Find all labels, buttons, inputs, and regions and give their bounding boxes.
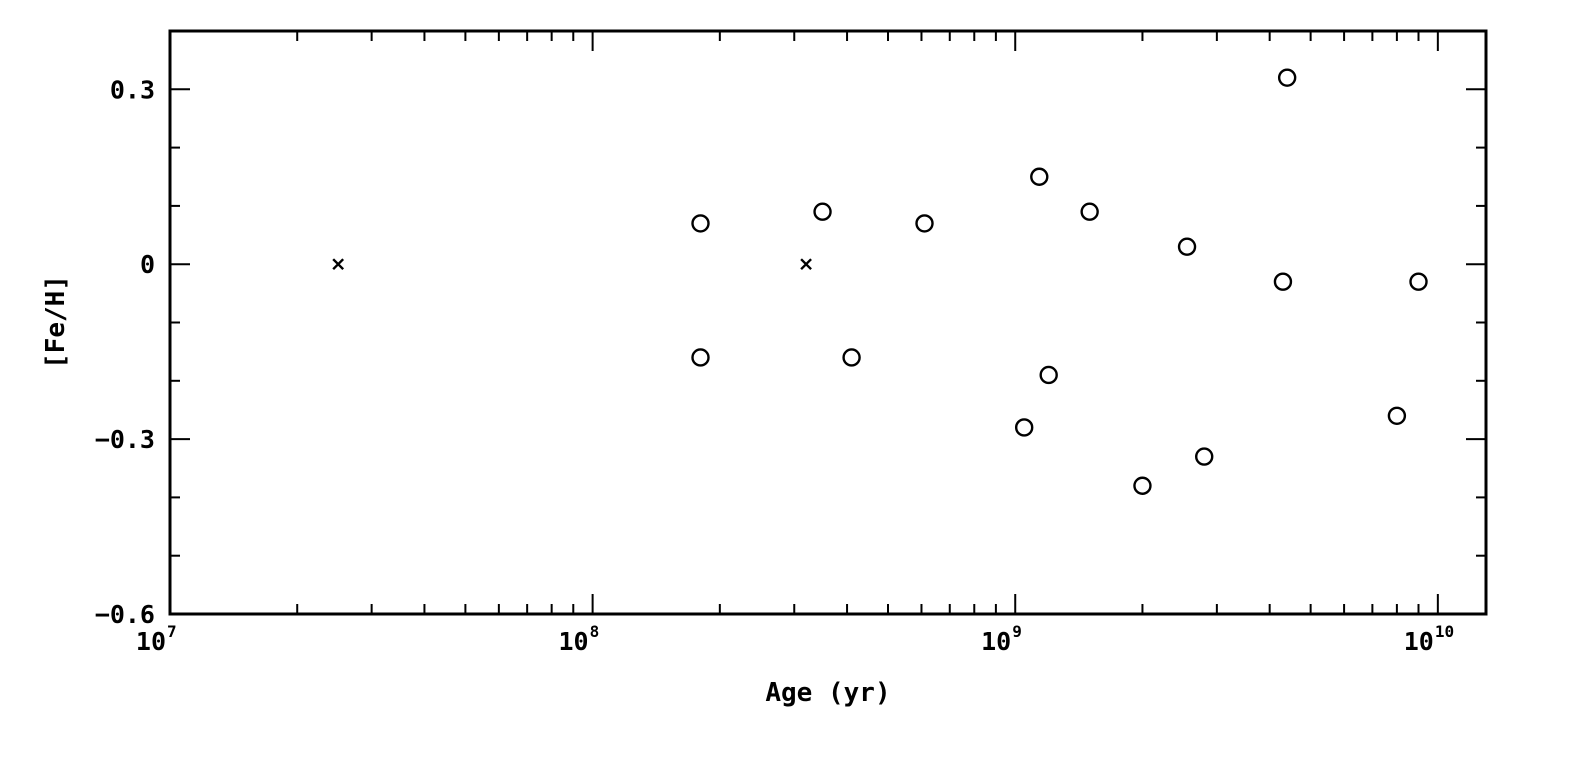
y-tick-label: −0.6 bbox=[95, 600, 155, 629]
x-tick-label: 10 9 bbox=[981, 622, 1022, 656]
circle-marker bbox=[1030, 167, 1049, 186]
x-tick-label: 10 7 bbox=[136, 622, 177, 656]
cross-marker-stroke bbox=[800, 258, 812, 271]
circle-marker bbox=[691, 348, 710, 367]
circle-marker bbox=[915, 214, 934, 233]
cross-marker bbox=[800, 258, 812, 271]
x-tick-label-base: 10 bbox=[981, 627, 1011, 656]
circle-marker bbox=[842, 348, 861, 367]
y-tick-labels: 0.3 0 −0.3 −0.6 bbox=[95, 75, 155, 629]
plot-frame bbox=[168, 29, 1488, 616]
circle-marker bbox=[1387, 406, 1407, 425]
y-tick-label: 0 bbox=[140, 250, 155, 279]
x-tick-label-exponent: 8 bbox=[590, 622, 600, 641]
data-points bbox=[332, 68, 1428, 495]
y-tick-label: −0.3 bbox=[95, 425, 155, 454]
circle-marker bbox=[1409, 272, 1428, 291]
x-tick-label: 10 10 bbox=[1404, 622, 1454, 656]
circle-marker bbox=[1080, 202, 1099, 221]
x-tick-label-exponent: 9 bbox=[1012, 622, 1022, 641]
circle-marker bbox=[1014, 418, 1034, 437]
circle-marker bbox=[1273, 272, 1293, 291]
y-tick-label: 0.3 bbox=[110, 75, 155, 104]
axis-ticks bbox=[169, 30, 1486, 615]
circle-marker bbox=[1277, 68, 1297, 87]
x-tick-label: 10 8 bbox=[559, 622, 600, 656]
x-tick-label-exponent: 7 bbox=[167, 622, 177, 641]
circle-marker bbox=[1195, 447, 1214, 466]
circle-marker bbox=[813, 202, 832, 221]
circle-marker bbox=[1133, 476, 1152, 495]
x-tick-labels: 10 7 10 8 10 9 10 10 bbox=[136, 622, 1454, 656]
x-tick-label-exponent: 10 bbox=[1435, 622, 1454, 641]
circle-marker bbox=[1177, 237, 1197, 256]
circle-marker bbox=[1039, 365, 1058, 385]
x-axis-label: Age (yr) bbox=[765, 678, 890, 708]
x-tick-label-base: 10 bbox=[559, 627, 589, 656]
cross-marker-stroke bbox=[332, 258, 345, 271]
y-axis-label: [Fe/H] bbox=[41, 275, 71, 369]
x-tick-label-base: 10 bbox=[136, 627, 166, 656]
x-tick-label-base: 10 bbox=[1404, 627, 1434, 656]
cross-marker bbox=[332, 258, 345, 271]
circle-marker bbox=[691, 214, 710, 233]
